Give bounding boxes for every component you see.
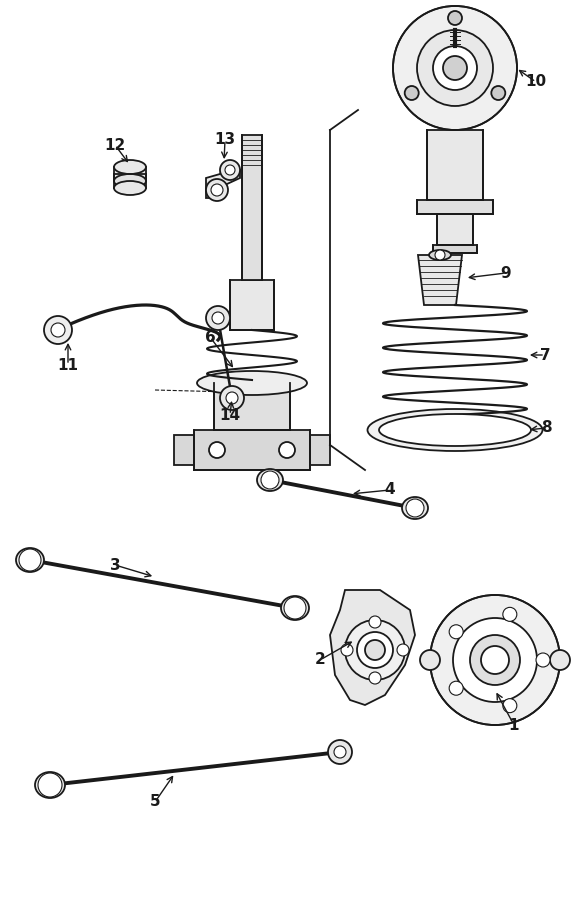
Circle shape bbox=[491, 86, 505, 100]
Ellipse shape bbox=[16, 548, 44, 572]
Circle shape bbox=[261, 471, 279, 489]
Circle shape bbox=[44, 316, 72, 344]
Ellipse shape bbox=[379, 414, 531, 446]
Circle shape bbox=[406, 499, 424, 517]
Polygon shape bbox=[330, 590, 415, 705]
Text: 6: 6 bbox=[204, 330, 215, 344]
Ellipse shape bbox=[114, 160, 146, 174]
Circle shape bbox=[220, 386, 244, 410]
Circle shape bbox=[279, 442, 295, 458]
Circle shape bbox=[212, 312, 224, 324]
Circle shape bbox=[284, 597, 306, 619]
Circle shape bbox=[369, 616, 381, 628]
Circle shape bbox=[420, 650, 440, 670]
Circle shape bbox=[536, 653, 550, 667]
Ellipse shape bbox=[367, 409, 543, 451]
Text: 3: 3 bbox=[110, 558, 120, 572]
Circle shape bbox=[405, 86, 419, 100]
Circle shape bbox=[481, 646, 509, 674]
Polygon shape bbox=[310, 435, 330, 465]
Bar bbox=[114, 167, 146, 181]
Circle shape bbox=[448, 11, 462, 25]
Circle shape bbox=[206, 306, 230, 330]
Circle shape bbox=[357, 632, 393, 668]
Bar bbox=[433, 245, 477, 253]
Bar bbox=[437, 214, 473, 245]
Circle shape bbox=[369, 672, 381, 684]
Circle shape bbox=[51, 323, 65, 337]
Circle shape bbox=[449, 624, 463, 639]
Text: 5: 5 bbox=[150, 794, 161, 810]
Circle shape bbox=[226, 392, 238, 404]
Circle shape bbox=[211, 184, 223, 196]
Circle shape bbox=[225, 165, 235, 175]
Ellipse shape bbox=[114, 181, 146, 195]
Text: 11: 11 bbox=[57, 358, 78, 373]
Circle shape bbox=[393, 6, 517, 130]
Polygon shape bbox=[206, 170, 240, 198]
Text: 2: 2 bbox=[315, 653, 325, 667]
Bar bbox=[427, 130, 483, 200]
Bar bbox=[242, 135, 262, 280]
Polygon shape bbox=[418, 255, 462, 305]
Text: 4: 4 bbox=[385, 482, 395, 498]
Circle shape bbox=[19, 549, 41, 571]
Circle shape bbox=[206, 179, 228, 201]
Circle shape bbox=[220, 160, 240, 180]
Circle shape bbox=[397, 644, 409, 656]
Circle shape bbox=[453, 618, 537, 702]
Ellipse shape bbox=[281, 596, 309, 620]
Ellipse shape bbox=[35, 772, 65, 798]
Circle shape bbox=[449, 681, 463, 695]
Circle shape bbox=[443, 56, 467, 80]
Polygon shape bbox=[174, 435, 194, 465]
Text: 14: 14 bbox=[220, 407, 241, 423]
Circle shape bbox=[433, 46, 477, 90]
Circle shape bbox=[341, 644, 353, 656]
Ellipse shape bbox=[257, 469, 283, 491]
Circle shape bbox=[550, 650, 570, 670]
Circle shape bbox=[430, 595, 560, 725]
Text: 7: 7 bbox=[540, 348, 550, 362]
Circle shape bbox=[417, 30, 493, 106]
Bar bbox=[230, 280, 274, 330]
Ellipse shape bbox=[114, 174, 146, 188]
Circle shape bbox=[365, 640, 385, 660]
Circle shape bbox=[334, 746, 346, 758]
Ellipse shape bbox=[197, 371, 307, 395]
Text: 10: 10 bbox=[526, 75, 547, 89]
Text: 1: 1 bbox=[509, 718, 519, 732]
Text: 12: 12 bbox=[105, 138, 126, 152]
Circle shape bbox=[38, 773, 62, 797]
Bar bbox=[417, 200, 493, 214]
Text: 13: 13 bbox=[214, 132, 235, 148]
Circle shape bbox=[435, 250, 445, 260]
Bar bbox=[214, 383, 290, 430]
Bar bbox=[194, 430, 310, 470]
Circle shape bbox=[209, 442, 225, 458]
Circle shape bbox=[345, 620, 405, 680]
Text: 9: 9 bbox=[500, 266, 512, 280]
Ellipse shape bbox=[402, 497, 428, 519]
Text: 8: 8 bbox=[541, 421, 551, 436]
Circle shape bbox=[503, 698, 517, 713]
Circle shape bbox=[470, 635, 520, 685]
Ellipse shape bbox=[429, 250, 451, 260]
Circle shape bbox=[503, 607, 517, 622]
Circle shape bbox=[328, 740, 352, 764]
